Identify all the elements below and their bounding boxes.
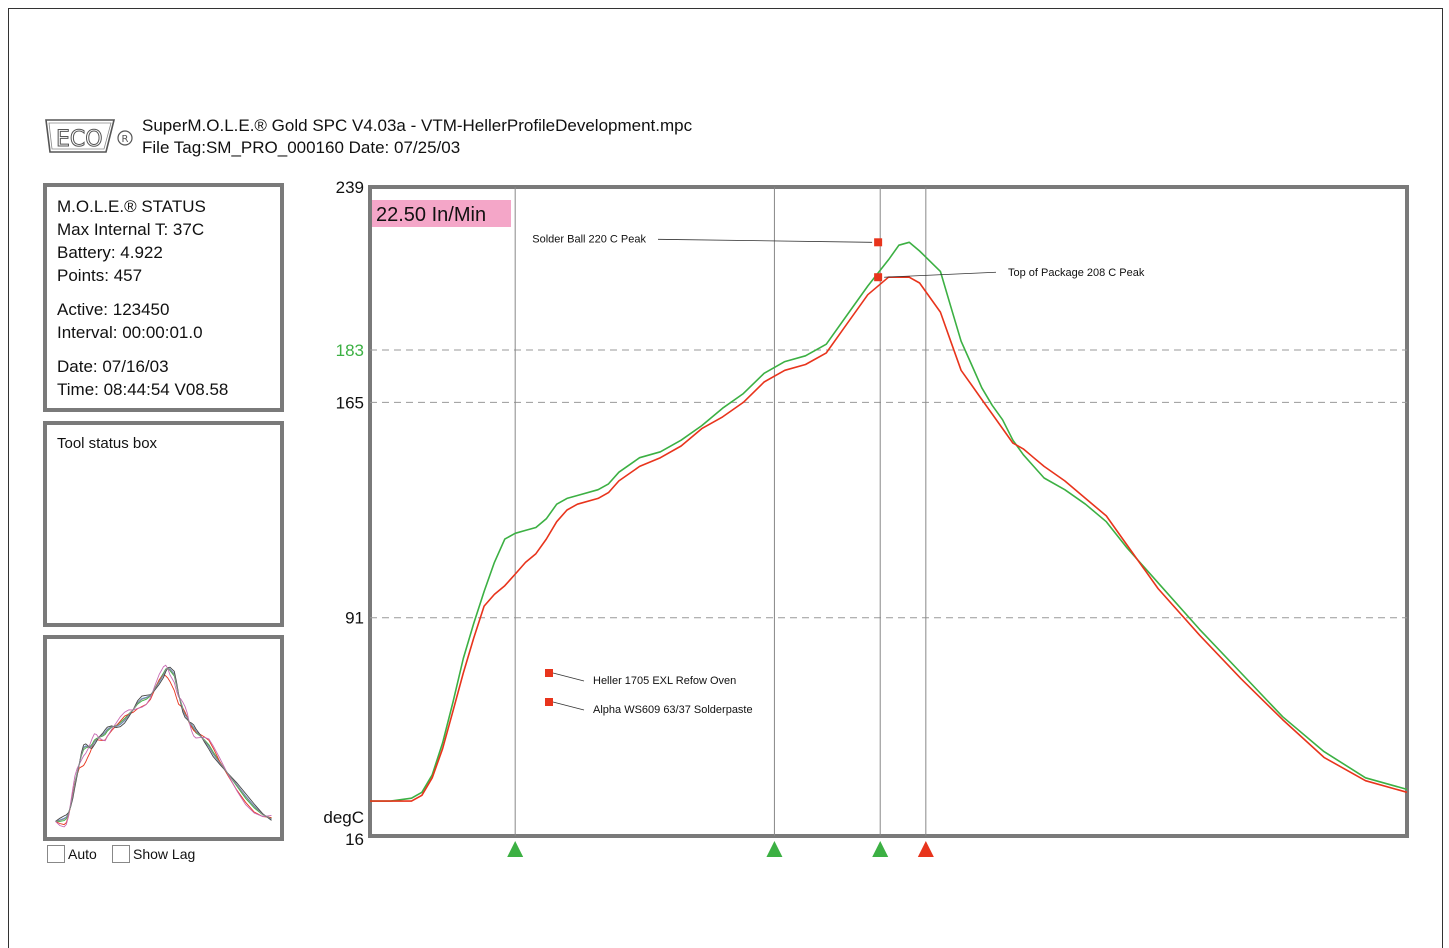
auto-checkbox[interactable]: Auto — [47, 845, 97, 863]
series-line-0 — [370, 241, 1408, 802]
title-line-1: SuperM.O.L.E.® Gold SPC V4.03a - VTM-Hel… — [142, 116, 693, 135]
plot-area — [368, 185, 1409, 838]
legend-marker — [545, 669, 553, 677]
page-frame — [8, 8, 1443, 948]
title-line-2: File Tag:SM_PRO_000160 Date: 07/25/03 — [142, 138, 461, 157]
legend-label: Alpha WS609 63/37 Solderpaste — [593, 704, 753, 716]
status-interval: Interval: 00:00:01.0 — [57, 323, 203, 342]
status-max-internal: Max Internal T: 37C — [57, 220, 205, 239]
status-date: Date: 07/16/03 — [57, 357, 169, 376]
tool-status-label: Tool status box — [57, 435, 158, 452]
y-tick-label: 183 — [336, 341, 364, 360]
status-battery: Battery: 4.922 — [57, 243, 163, 262]
y-tick-label: 165 — [336, 393, 364, 412]
y-axis-label: degC — [323, 808, 364, 827]
auto-checkbox-label: Auto — [68, 846, 97, 862]
peak-marker — [874, 238, 883, 247]
speed-label-bg — [372, 200, 511, 227]
mini-series-line — [55, 664, 272, 828]
series-line-1 — [370, 276, 1408, 802]
peak-marker — [874, 273, 883, 282]
annotation-label: Solder Ball 220 C Peak — [532, 233, 646, 245]
status-time: Time: 08:44:54 V08.58 — [57, 380, 229, 399]
status-active: Active: 123450 — [57, 300, 170, 319]
speed-label-text: 22.50 In/Min — [376, 204, 486, 226]
mini-profile-overview[interactable] — [43, 635, 284, 841]
zone-marker-triangle — [766, 841, 783, 857]
y-tick-label: 16 — [345, 830, 364, 849]
zone-marker-triangle — [917, 841, 934, 857]
show-lag-checkbox-label: Show Lag — [133, 846, 196, 862]
annotation-leader — [657, 238, 873, 243]
zone-marker-triangle — [872, 841, 889, 857]
tool-status-box: Tool status box — [43, 421, 284, 627]
svg-text:R: R — [122, 134, 129, 145]
annotation-leader — [884, 271, 997, 278]
status-title: M.O.L.E.® STATUS — [57, 197, 206, 216]
y-tick-label: 239 — [336, 178, 364, 197]
annotation-label: Top of Package 208 C Peak — [1008, 267, 1145, 279]
mole-status-box: M.O.L.E.® STATUS Max Internal T: 37C Bat… — [43, 183, 284, 412]
legend-leader — [552, 701, 585, 711]
show-lag-checkbox[interactable]: Show Lag — [112, 845, 195, 863]
show-lag-checkbox-box[interactable] — [112, 845, 130, 863]
svg-text:ECO: ECO — [56, 127, 103, 152]
legend-label: Heller 1705 EXL Refow Oven — [593, 675, 736, 687]
speed-label: 22.50 In/Min — [372, 200, 511, 227]
zone-marker-triangle — [507, 841, 524, 857]
mini-series-line — [55, 667, 272, 822]
status-points: Points: 457 — [57, 266, 143, 285]
mini-profile-chart — [55, 664, 272, 828]
app-title: SuperM.O.L.E.® Gold SPC V4.03a - VTM-Hel… — [142, 115, 692, 159]
auto-checkbox-box[interactable] — [47, 845, 65, 863]
y-tick-label: 91 — [345, 609, 364, 628]
legend-marker — [545, 698, 553, 706]
eco-logo-icon: ECO R — [45, 119, 133, 153]
legend-leader — [552, 672, 585, 682]
